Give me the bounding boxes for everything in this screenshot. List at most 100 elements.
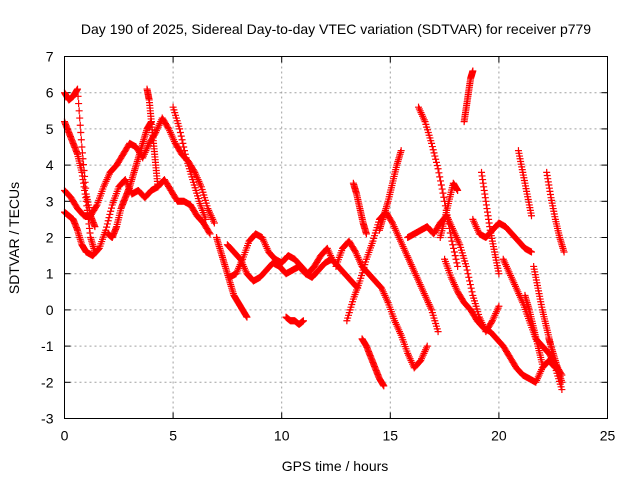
y-tick-label: 3: [46, 193, 54, 209]
x-tick-labels: 0 5 10 15 20 25: [61, 428, 616, 444]
data-point-marker: [94, 245, 102, 253]
series-arc-z: [521, 291, 546, 368]
data-point-marker: [78, 143, 86, 151]
data-point-marker: [176, 125, 184, 133]
series-arc-g: [169, 103, 210, 223]
series-arc-ac: [545, 335, 566, 386]
data-point-marker: [469, 67, 477, 75]
series-arc-t: [441, 255, 566, 394]
series-arc-w: [478, 168, 503, 278]
data-points: [61, 67, 568, 394]
data-point-marker: [527, 248, 535, 256]
y-tick-label: 0: [46, 302, 54, 318]
data-point-marker: [74, 85, 82, 93]
grid-lines: [64, 56, 608, 419]
data-point-marker: [104, 217, 112, 225]
data-point-marker: [447, 234, 455, 241]
series-arc-y: [514, 147, 535, 220]
x-tick-label: 0: [61, 428, 69, 444]
data-point-marker: [488, 318, 496, 326]
data-point-marker: [164, 124, 172, 132]
data-point-marker: [454, 186, 462, 194]
data-point-marker: [468, 288, 476, 296]
data-point-marker: [451, 252, 459, 260]
plot-frame: [64, 56, 608, 419]
series-arc-aa: [530, 262, 555, 350]
data-point-marker: [463, 266, 471, 274]
data-point-marker: [397, 147, 405, 155]
data-point-marker: [77, 129, 85, 137]
x-tick-label: 20: [491, 428, 507, 444]
data-point-marker: [210, 219, 218, 227]
y-tick-label: -3: [41, 411, 54, 427]
data-point-marker: [452, 255, 460, 263]
data-point-marker: [466, 277, 474, 285]
series-arc-p: [375, 147, 405, 234]
data-point-marker: [450, 248, 458, 256]
y-tick-label: 2: [46, 230, 54, 246]
data-point-marker: [107, 207, 115, 215]
data-point-marker: [558, 378, 566, 386]
data-point-marker: [462, 262, 470, 270]
data-point-marker: [351, 247, 359, 255]
data-point-marker: [206, 230, 214, 238]
series-arc-ab: [543, 168, 568, 256]
data-point-marker: [434, 328, 442, 336]
data-point-marker: [538, 360, 546, 368]
data-point-marker: [448, 237, 456, 245]
data-point-marker: [428, 139, 436, 147]
y-tick-labels: -3 -2 -1 0 1 2 3 4 5 6 7: [41, 49, 54, 427]
data-point-marker: [449, 241, 457, 249]
x-tick-label: 10: [274, 428, 290, 444]
data-point-marker: [464, 270, 472, 278]
data-point-marker: [434, 165, 442, 173]
series-arc-e: [104, 118, 155, 241]
data-point-marker: [75, 100, 83, 108]
y-tick-label: 4: [46, 157, 54, 173]
data-point-marker: [76, 114, 84, 122]
data-point-marker: [205, 229, 213, 237]
series-arc-m: [343, 208, 442, 336]
series-arc-v: [469, 215, 535, 256]
data-point-marker: [433, 162, 441, 170]
data-point-marker: [432, 155, 440, 163]
data-point-marker: [154, 183, 162, 191]
data-point-marker: [527, 212, 535, 220]
data-point-marker: [102, 226, 110, 234]
data-point-marker: [453, 259, 461, 267]
series-arc-k: [282, 313, 307, 328]
series-arc-c: [61, 114, 218, 227]
data-point-marker: [429, 146, 437, 154]
data-point-marker: [440, 193, 448, 201]
x-tick-label: 25: [600, 428, 616, 444]
data-point-marker: [176, 129, 184, 137]
data-point-marker: [202, 215, 210, 223]
data-point-marker: [560, 248, 568, 256]
data-point-marker: [446, 229, 454, 237]
data-point-marker: [380, 382, 388, 390]
data-point-marker: [180, 143, 188, 151]
series-arc-s: [436, 179, 462, 241]
series-arc-o: [358, 335, 388, 390]
data-point-marker: [465, 273, 473, 281]
data-point-marker: [76, 121, 84, 129]
data-point-marker: [103, 220, 111, 228]
y-tick-label: 7: [46, 49, 54, 65]
data-point-marker: [181, 147, 189, 155]
data-point-marker: [495, 270, 503, 278]
y-tick-label: -1: [41, 338, 54, 354]
data-point-marker: [466, 281, 474, 289]
series-arc-j: [226, 230, 338, 281]
data-point-marker: [92, 202, 100, 210]
data-point-marker: [432, 158, 440, 166]
data-point-marker: [74, 92, 82, 100]
series-arc-f: [143, 85, 162, 191]
data-point-marker: [495, 302, 503, 310]
data-point-marker: [437, 177, 445, 185]
y-tick-label: 5: [46, 121, 54, 137]
data-point-marker: [467, 284, 475, 292]
data-point-marker: [388, 218, 396, 226]
series-arc-u: [460, 67, 477, 126]
data-point-marker: [181, 150, 189, 158]
y-tick-label: -2: [41, 374, 54, 390]
